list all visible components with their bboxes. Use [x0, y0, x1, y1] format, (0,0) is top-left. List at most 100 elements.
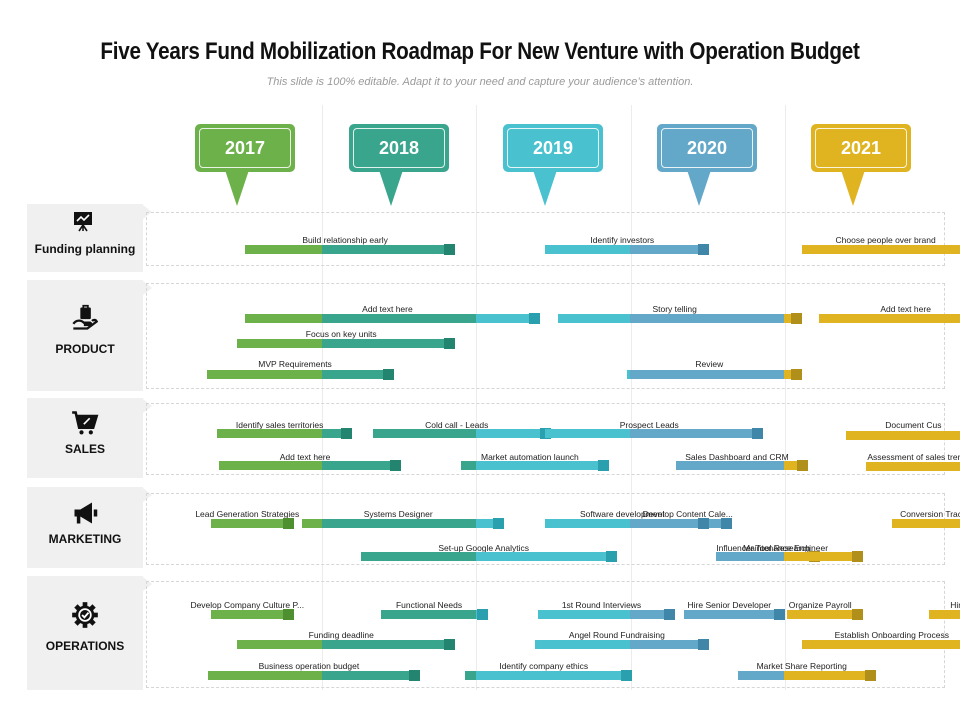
task-bar-segment[interactable] [845, 431, 938, 440]
task-bar-segment[interactable] [784, 552, 854, 561]
task-bar-segment[interactable] [211, 610, 284, 619]
task-bar-segment[interactable] [208, 671, 322, 680]
task-bar-segment[interactable] [737, 671, 784, 680]
task-bar-end-marker[interactable] [698, 244, 710, 255]
task-bar-end-marker[interactable] [621, 670, 633, 681]
row-category-product[interactable]: PRODUCT [27, 280, 143, 391]
task-bar-segment[interactable] [322, 640, 446, 649]
task-bar-segment[interactable] [938, 245, 960, 254]
task-bar-segment[interactable] [322, 429, 343, 438]
task-bar-end-marker[interactable] [444, 338, 456, 349]
task-bar-segment[interactable] [630, 370, 784, 379]
task-bar-end-marker[interactable] [796, 460, 808, 471]
task-bar-segment[interactable] [476, 519, 495, 528]
task-bar-segment[interactable] [784, 461, 798, 470]
task-bar-segment[interactable] [245, 245, 322, 254]
task-bar-segment[interactable] [476, 671, 623, 680]
task-bar-end-marker[interactable] [605, 551, 617, 562]
task-bar-segment[interactable] [545, 519, 630, 528]
row-category-marketing[interactable]: MARKETING [27, 487, 143, 568]
task-bar-segment[interactable] [938, 431, 960, 440]
task-bar-end-marker[interactable] [721, 518, 733, 529]
year-pin-2020[interactable]: 2020 [657, 124, 757, 206]
task-bar-segment[interactable] [938, 462, 960, 471]
task-bar-end-marker[interactable] [444, 639, 456, 650]
row-category-funding-planning[interactable]: Funding planning [27, 204, 143, 272]
task-bar-end-marker[interactable] [852, 609, 864, 620]
task-bar-segment[interactable] [322, 461, 392, 470]
task-bar-segment[interactable] [465, 671, 476, 680]
task-bar-segment[interactable] [217, 429, 322, 438]
task-bar-segment[interactable] [537, 610, 630, 619]
task-bar-segment[interactable] [784, 314, 792, 323]
task-bar-end-marker[interactable] [408, 670, 420, 681]
task-bar-segment[interactable] [626, 370, 630, 379]
task-bar-end-marker[interactable] [382, 369, 394, 380]
task-bar-segment[interactable] [891, 519, 938, 528]
task-bar-end-marker[interactable] [864, 670, 876, 681]
task-bar-segment[interactable] [802, 640, 938, 649]
year-pin-2017[interactable]: 2017 [195, 124, 295, 206]
task-bar-segment[interactable] [717, 552, 784, 561]
task-bar-end-marker[interactable] [282, 518, 294, 529]
task-bar-segment[interactable] [476, 429, 541, 438]
row-category-operations[interactable]: OPERATIONS [27, 576, 143, 690]
task-bar-end-marker[interactable] [790, 369, 802, 380]
task-bar-segment[interactable] [476, 461, 600, 470]
task-bar-segment[interactable] [322, 339, 446, 348]
task-bar-segment[interactable] [819, 314, 938, 323]
task-bar-end-marker[interactable] [493, 518, 505, 529]
task-bar-segment[interactable] [237, 640, 322, 649]
task-bar-end-marker[interactable] [790, 313, 802, 324]
task-bar-end-marker[interactable] [539, 428, 551, 439]
task-bar-segment[interactable] [630, 245, 700, 254]
task-bar-segment[interactable] [683, 610, 775, 619]
task-bar-end-marker[interactable] [598, 460, 610, 471]
task-bar-segment[interactable] [322, 245, 446, 254]
task-bar-segment[interactable] [865, 462, 938, 471]
task-bar-segment[interactable] [557, 314, 630, 323]
task-bar-end-marker[interactable] [528, 313, 540, 324]
task-bar-segment[interactable] [938, 610, 960, 619]
task-bar-segment[interactable] [630, 610, 666, 619]
task-bar-segment[interactable] [322, 671, 410, 680]
task-bar-segment[interactable] [218, 461, 322, 470]
task-bar-segment[interactable] [928, 610, 938, 619]
task-bar-end-marker[interactable] [444, 244, 456, 255]
task-bar-end-marker[interactable] [390, 460, 402, 471]
task-bar-segment[interactable] [476, 552, 607, 561]
task-bar-segment[interactable] [938, 314, 960, 323]
task-bar-end-marker[interactable] [698, 518, 710, 529]
task-bar-end-marker[interactable] [476, 609, 488, 620]
task-bar-segment[interactable] [476, 314, 530, 323]
task-bar-segment[interactable] [301, 519, 322, 528]
task-bar-segment[interactable] [784, 671, 866, 680]
task-bar-segment[interactable] [630, 519, 700, 528]
task-bar-end-marker[interactable] [664, 609, 676, 620]
task-bar-segment[interactable] [211, 519, 284, 528]
task-bar-segment[interactable] [630, 429, 754, 438]
task-bar-end-marker[interactable] [852, 551, 864, 562]
task-bar-segment[interactable] [802, 245, 938, 254]
task-bar-segment[interactable] [322, 519, 476, 528]
task-bar-end-marker[interactable] [698, 639, 710, 650]
task-bar-segment[interactable] [360, 552, 476, 561]
task-bar-segment[interactable] [206, 370, 322, 379]
task-bar-segment[interactable] [545, 245, 630, 254]
year-pin-2021[interactable]: 2021 [811, 124, 911, 206]
task-bar-end-marker[interactable] [752, 428, 764, 439]
year-pin-2019[interactable]: 2019 [503, 124, 603, 206]
task-bar-segment[interactable] [380, 610, 476, 619]
task-bar-segment[interactable] [630, 640, 700, 649]
task-bar-segment[interactable] [372, 429, 476, 438]
task-bar-segment[interactable] [938, 640, 960, 649]
year-pin-2018[interactable]: 2018 [349, 124, 449, 206]
row-category-sales[interactable]: SALES [27, 398, 143, 478]
task-bar-segment[interactable] [534, 640, 630, 649]
task-bar-end-marker[interactable] [773, 609, 785, 620]
task-bar-segment[interactable] [545, 429, 630, 438]
task-bar-segment[interactable] [237, 339, 322, 348]
task-bar-segment[interactable] [787, 610, 854, 619]
task-bar-segment[interactable] [245, 314, 322, 323]
task-bar-segment[interactable] [630, 314, 784, 323]
